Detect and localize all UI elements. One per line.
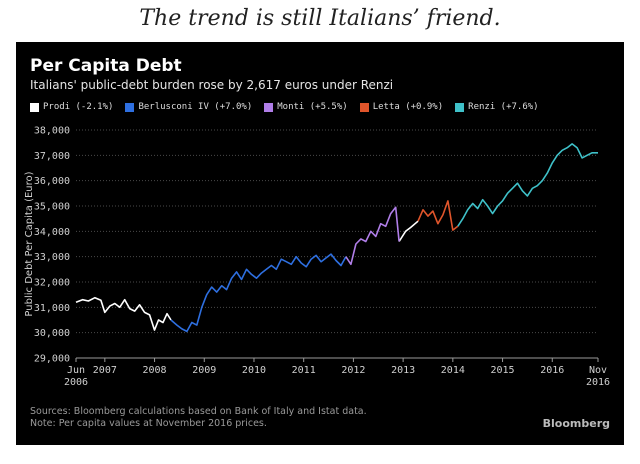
- legend-item-prodi: Prodi (-2.1%): [30, 102, 113, 112]
- legend-swatch-monti: [264, 102, 274, 112]
- x-tick-label-year: 2006: [64, 377, 88, 388]
- series-line-renzi: [457, 143, 598, 227]
- source-note: Sources: Bloomberg calculations based on…: [30, 406, 367, 430]
- legend-label-renzi: Renzi (+7.6%): [468, 102, 539, 112]
- series-line-prodi: [75, 296, 172, 331]
- y-tick-label: 30,000: [34, 328, 70, 339]
- y-tick-label: 38,000: [34, 126, 70, 137]
- legend-swatch-renzi: [455, 102, 465, 112]
- series-line-letta: [417, 200, 459, 231]
- chart-subtitle: Italians' public-debt burden rose by 2,6…: [30, 78, 394, 92]
- x-tick-label: 2009: [192, 365, 216, 376]
- bloomberg-logo: Bloomberg: [542, 417, 610, 430]
- y-axis-label: Public Debt Per Capita (Euro): [24, 171, 35, 316]
- y-tick-label: 37,000: [34, 151, 70, 162]
- x-tick-label: 2008: [143, 365, 167, 376]
- legend-label-letta: Letta (+0.9%): [372, 102, 444, 112]
- x-tick-label: Jun: [67, 365, 85, 376]
- legend-swatch-letta: [359, 102, 369, 112]
- legend-label-monti: Monti (+5.5%): [277, 102, 348, 112]
- legend-swatch-prodi: [30, 102, 39, 112]
- y-tick-label: 34,000: [34, 227, 70, 238]
- chart-title: Per Capita Debt: [30, 56, 182, 76]
- note-line: Note: Per capita values at November 2016…: [30, 418, 267, 429]
- legend: Prodi (-2.1%) Berlusconi IV (+7.0%) Mont…: [30, 102, 539, 112]
- y-tick-label: 31,000: [34, 303, 70, 314]
- series-line-connector: [398, 220, 419, 242]
- x-tick-label: 2010: [242, 365, 266, 376]
- y-tick-label: 35,000: [34, 202, 70, 213]
- x-tick-label: 2011: [292, 365, 316, 376]
- legend-item-renzi: Renzi (+7.6%): [455, 102, 539, 112]
- caption: The trend is still Italians’ friend.: [139, 6, 501, 31]
- y-tick-label: 36,000: [34, 176, 70, 187]
- plot-area: 29,000 30,000 31,000 32,000 33,000 34,000 35,0…: [24, 126, 610, 389]
- x-tick-label: 2016: [540, 365, 564, 376]
- x-tick-label: 2013: [391, 365, 415, 376]
- series-line-monti: [345, 206, 400, 266]
- legend-item-monti: Monti (+5.5%): [264, 102, 348, 112]
- y-tick-label: 32,000: [34, 278, 70, 289]
- x-tick-label: 2015: [491, 365, 515, 376]
- x-tick-label: Nov: [589, 365, 607, 376]
- source-line: Sources: Bloomberg calculations based on…: [30, 406, 367, 417]
- y-tick-label: 29,000: [34, 354, 70, 365]
- legend-label-prodi: Prodi (-2.1%): [43, 102, 114, 112]
- legend-item-berlusconi: Berlusconi IV (+7.0%): [125, 102, 252, 112]
- x-tick-label: 2012: [341, 365, 365, 376]
- series-line-berlusconi: [170, 253, 347, 333]
- x-tick-label-year: 2016: [586, 377, 610, 388]
- x-tick-label: 2007: [93, 365, 117, 376]
- legend-label-berlusconi: Berlusconi IV (+7.0%): [138, 102, 253, 112]
- chart-panel: Per Capita Debt Italians' public-debt bu…: [16, 42, 624, 445]
- x-tick-label: 2014: [441, 365, 465, 376]
- legend-item-letta: Letta (+0.9%): [359, 102, 444, 112]
- y-tick-label: 33,000: [34, 252, 70, 263]
- legend-swatch-berlusconi: [125, 102, 135, 112]
